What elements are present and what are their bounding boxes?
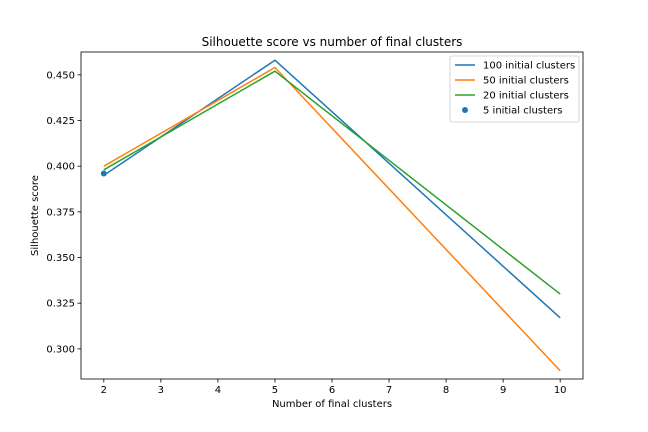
y-tick-label: 0.425 — [46, 116, 75, 127]
legend-box — [449, 55, 580, 123]
y-tick-label: 0.350 — [46, 253, 75, 264]
y-tick-label: 0.375 — [46, 207, 75, 218]
scatter-point-3 — [100, 170, 107, 177]
plot-layer — [100, 59, 561, 372]
legend-label: 5 initial clusters — [483, 106, 562, 117]
y-tick-label: 0.400 — [46, 162, 75, 173]
series-line-1 — [103, 66, 561, 372]
x-tick-label: 6 — [329, 385, 335, 396]
legend-label: 20 initial clusters — [483, 91, 569, 102]
x-tick-label: 9 — [500, 385, 506, 396]
legend-swatch-marker — [462, 107, 468, 113]
x-tick-label: 2 — [101, 385, 107, 396]
x-tick-label: 3 — [158, 385, 164, 396]
x-tick-label: 4 — [215, 385, 221, 396]
x-tick-label: 10 — [554, 385, 567, 396]
y-tick-label: 0.450 — [46, 70, 75, 81]
x-tick-label: 7 — [386, 385, 392, 396]
chart-title: Silhouette score vs number of final clus… — [202, 35, 463, 49]
x-tick-label: 5 — [272, 385, 278, 396]
x-tick-label: 8 — [443, 385, 449, 396]
y-tick-label: 0.325 — [46, 299, 75, 310]
y-tick-label: 0.300 — [46, 344, 75, 355]
legend-label: 100 initial clusters — [483, 61, 575, 72]
axis-ticks: 2 3 4 5 6 7 8 9 10 0.300 0.325 0.350 0.375 0.400 0.425… — [46, 70, 566, 396]
y-axis-label: Silhouette score — [30, 175, 41, 256]
x-axis-label: Number of final clusters — [272, 399, 392, 410]
legend: 100 initial clusters 50 initial clusters 2… — [449, 55, 580, 123]
legend-label: 50 initial clusters — [483, 76, 569, 87]
series-line-2 — [103, 70, 561, 295]
